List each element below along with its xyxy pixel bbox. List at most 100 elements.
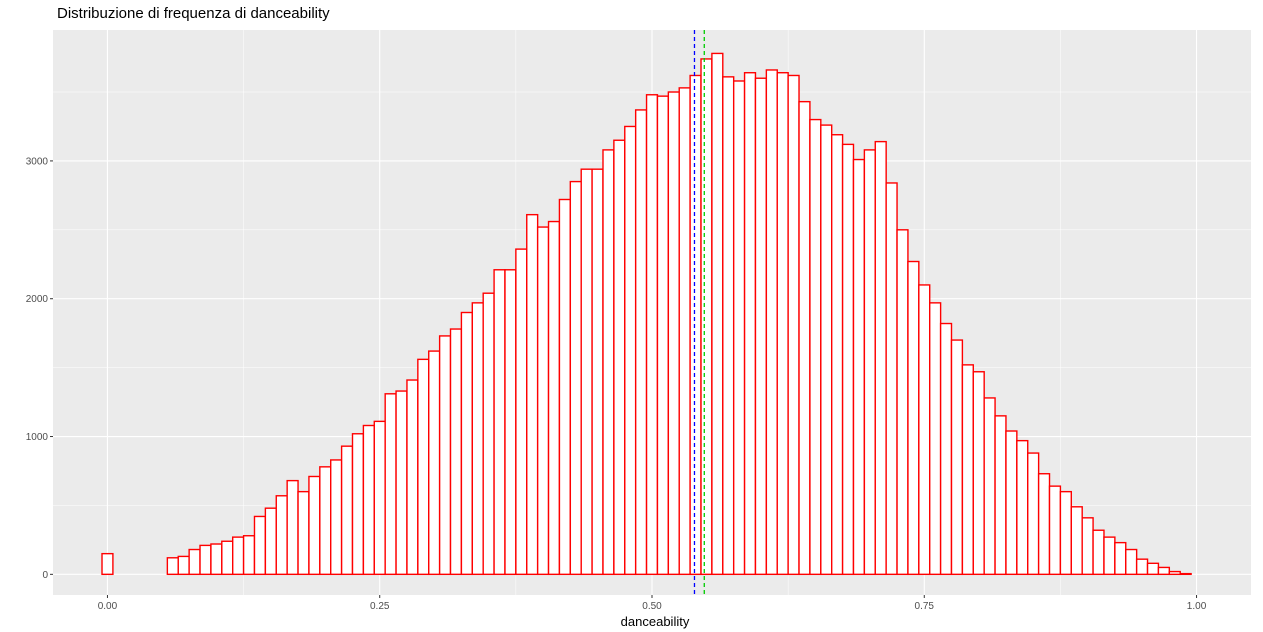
histogram-bar	[384, 393, 397, 576]
histogram-bar	[700, 58, 713, 576]
histogram-bar	[1016, 439, 1029, 576]
histogram-bar	[580, 168, 593, 576]
histogram-bar	[602, 149, 615, 576]
histogram-bar	[1005, 430, 1018, 576]
histogram-bar	[1157, 566, 1171, 576]
histogram-bar	[591, 168, 604, 576]
histogram-bar	[1037, 473, 1051, 576]
histogram-bar	[939, 322, 953, 576]
histogram-bar	[678, 87, 691, 576]
y-tick-label: 1000	[26, 432, 49, 443]
histogram-bar	[1135, 558, 1149, 576]
histogram-bar	[242, 535, 256, 576]
histogram-bar	[1027, 452, 1040, 576]
histogram-bar	[689, 74, 702, 576]
histogram-bar	[732, 80, 746, 576]
histogram-bar	[438, 335, 452, 576]
histogram-bar	[558, 198, 572, 576]
x-tick-label: 0.25	[370, 601, 390, 612]
histogram-bar	[722, 76, 735, 576]
histogram-bar	[264, 507, 277, 576]
histogram-bar	[918, 284, 931, 576]
chart-title: Distribuzione di frequenza di danceabili…	[57, 5, 330, 22]
histogram-bar	[417, 358, 430, 576]
histogram-bar	[994, 415, 1007, 576]
histogram-bar	[1125, 548, 1138, 576]
histogram-bar	[493, 269, 506, 576]
histogram-bar	[504, 269, 517, 576]
histogram-bar	[1092, 529, 1105, 576]
histogram-bar	[297, 490, 310, 576]
histogram-bar	[667, 91, 680, 576]
y-tick-label: 0	[42, 570, 48, 581]
histogram-bar	[330, 459, 343, 576]
histogram-bar	[841, 143, 855, 576]
histogram-bar	[1114, 541, 1127, 576]
histogram-bar	[743, 72, 757, 576]
histogram-bar	[362, 424, 375, 576]
histogram-bar	[210, 543, 223, 576]
histogram-bar	[613, 139, 626, 576]
histogram-bar	[1081, 517, 1094, 576]
histogram-bar	[406, 379, 419, 576]
x-tick-label: 0.00	[98, 601, 118, 612]
histogram-bar	[787, 74, 800, 576]
y-tick-label: 3000	[26, 156, 49, 167]
histogram-bar	[1103, 536, 1116, 576]
histogram-bar	[428, 350, 441, 576]
histogram-bar	[449, 328, 463, 576]
histogram-bar	[253, 515, 267, 576]
histogram-bar	[166, 557, 179, 576]
histogram-bar	[798, 100, 811, 576]
histogram-bar	[896, 229, 909, 576]
histogram-bar	[351, 433, 365, 576]
histogram-bar	[188, 548, 201, 576]
histogram-bar	[526, 213, 539, 576]
y-tick-label: 2000	[26, 294, 49, 305]
histogram-bar	[482, 292, 495, 576]
histogram-bar	[569, 180, 582, 576]
histogram-bar	[885, 182, 898, 576]
histogram-bar	[820, 124, 833, 576]
histogram-bar	[231, 536, 245, 576]
x-tick-label: 0.50	[642, 601, 662, 612]
histogram-bar	[308, 475, 321, 576]
histogram-bars	[101, 52, 1192, 576]
x-tick-label: 0.75	[915, 601, 935, 612]
histogram-bar	[471, 302, 484, 576]
histogram-bar	[950, 339, 964, 576]
histogram-bar	[907, 260, 920, 576]
histogram-bar	[983, 397, 996, 576]
histogram-bar	[199, 544, 212, 576]
histogram-bar	[634, 109, 648, 576]
histogram-bar	[929, 302, 942, 576]
histogram-bar	[1070, 506, 1083, 576]
histogram-bar	[863, 149, 876, 576]
x-tick-label: 1.00	[1187, 601, 1207, 612]
histogram-bar	[319, 466, 332, 576]
histogram-bar	[961, 364, 974, 576]
histogram-bar	[460, 311, 473, 576]
histogram-bar	[776, 72, 789, 576]
histogram-bar	[656, 95, 670, 576]
reference-lines	[693, 30, 705, 595]
histogram-bar	[547, 220, 561, 576]
x-axis-title: danceability	[621, 614, 690, 629]
histogram-bar	[852, 158, 866, 576]
histogram-bar	[536, 226, 550, 576]
histogram-bar	[373, 420, 386, 576]
axes: 0.00 0.25 0.50 0.75 1.00 0 1000 2000 3000	[26, 156, 1207, 612]
histogram-bar	[340, 445, 354, 576]
histogram-bar	[831, 134, 844, 576]
histogram-bar	[624, 125, 637, 576]
histogram-bar	[221, 540, 234, 576]
histogram-bar	[1146, 562, 1160, 576]
histogram-bar	[711, 52, 724, 576]
histogram-bar	[1059, 490, 1072, 576]
histogram-bar	[275, 495, 288, 576]
histogram-bar	[177, 555, 190, 576]
histogram-bar	[809, 118, 822, 576]
histogram-bar	[1168, 570, 1181, 576]
histogram-bar	[874, 140, 887, 576]
